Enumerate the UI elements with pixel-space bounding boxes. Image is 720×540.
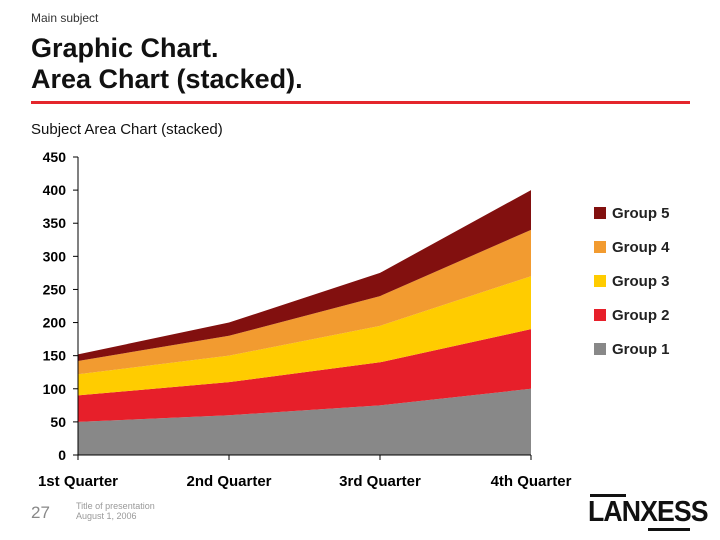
y-tick-label: 300 [43,248,67,264]
x-tick-label: 4th Quarter [491,473,572,490]
legend-swatch [594,309,606,321]
legend-swatch [594,275,606,287]
legend-item: Group 2 [594,298,670,332]
title-divider [31,101,690,104]
legend-label: Group 1 [612,340,670,358]
x-tick-label: 3rd Quarter [339,473,421,490]
main-subject-label: Main subject [31,11,99,25]
x-tick-label: 1st Quarter [38,473,118,490]
page-title-line-2: Area Chart (stacked). [31,64,303,94]
stacked-area-chart: 0 50 100 150 200 250 300 350 400 450 1st Quarter 2n… [38,149,572,490]
logo-top-bar [590,494,626,497]
logo-bottom-bar [648,528,690,531]
legend-label: Group 5 [612,204,670,222]
chart-subtitle: Subject Area Chart (stacked) [31,121,223,138]
legend-item: Group 4 [594,230,670,264]
legend-item: Group 5 [594,196,670,230]
legend-label: Group 4 [612,238,670,256]
footer-info: Title of presentation August 1, 2006 [76,501,155,521]
area-group-3 [78,276,531,396]
legend-item: Group 1 [594,332,670,366]
page-title: Graphic Chart. Area Chart (stacked). [31,33,303,95]
area-group-1 [78,388,531,455]
page-number: 27 [31,503,50,522]
area-group-4 [78,229,531,375]
legend-label: Group 2 [612,306,670,324]
legend-swatch [594,241,606,253]
x-tick-label: 2nd Quarter [186,473,271,490]
y-tick-label: 50 [50,414,66,430]
legend-item: Group 3 [594,264,670,298]
y-tick-label: 450 [43,149,67,165]
y-tick-label: 400 [43,182,67,198]
logo-wordmark: LANXESS [588,496,709,528]
area-group-2 [78,329,531,422]
page-title-line-1: Graphic Chart. [31,33,219,63]
chart-subtitle-plain: (stacked) [156,121,223,138]
y-tick-label: 250 [43,281,67,297]
legend-swatch [594,343,606,355]
y-tick-label: 200 [43,315,67,331]
y-tick-label: 0 [58,447,66,463]
presentation-date: August 1, 2006 [76,511,137,521]
legend-swatch [594,207,606,219]
chart-subtitle-bold: Subject Area Chart [31,121,157,138]
lanxess-logo: LANXESS [588,492,709,532]
presentation-title: Title of presentation [76,501,155,511]
y-tick-label: 100 [43,381,67,397]
legend-label: Group 3 [612,272,670,290]
y-tick-label: 150 [43,348,67,364]
y-tick-label: 350 [43,215,67,231]
chart-legend: Group 5 Group 4 Group 3 Group 2 Group 1 [594,196,670,366]
